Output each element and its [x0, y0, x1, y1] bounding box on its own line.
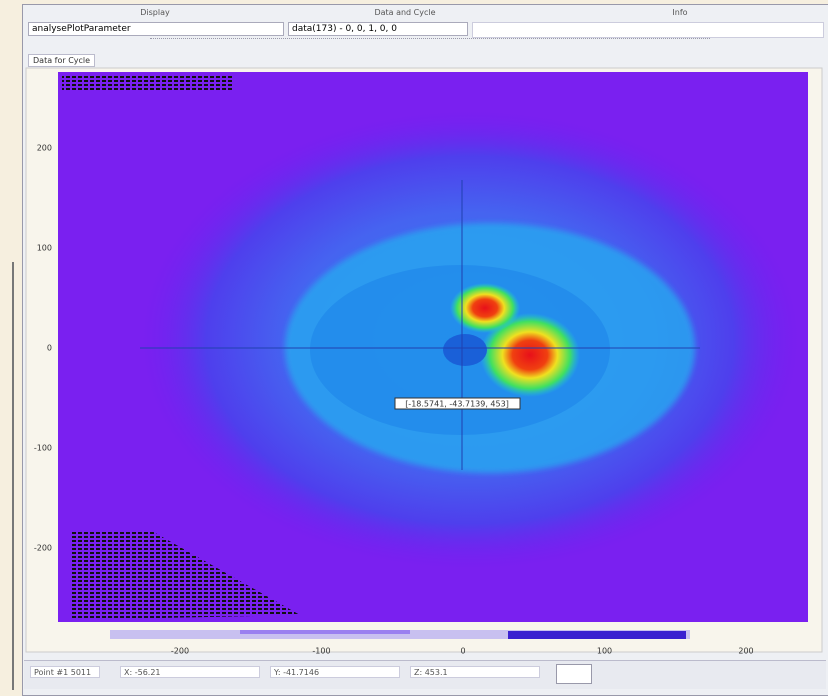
status-point: Point #1 5011 [30, 666, 100, 678]
data-field[interactable]: data(173) - 0, 0, 1, 0, 0 [288, 22, 468, 36]
x-tick-label: 200 [738, 647, 753, 656]
speckle [62, 74, 232, 92]
y-tick-label: -200 [34, 544, 52, 553]
x-tick-label: -100 [312, 647, 330, 656]
scroll-thumb[interactable] [240, 630, 410, 634]
info-line [150, 38, 710, 44]
y-tick-label: 200 [37, 144, 52, 153]
display-field[interactable]: analysePlotParameter [28, 22, 284, 36]
column-header: Data and Cycle [374, 8, 436, 17]
hot-spot [450, 283, 520, 333]
status-z: Z: 453.1 [410, 666, 540, 678]
y-tick-label: 100 [37, 244, 52, 253]
tab[interactable]: Data for Cycle [28, 54, 96, 67]
hot-spot [480, 313, 580, 397]
center-hole [443, 334, 487, 366]
y-tick-label: -100 [34, 444, 52, 453]
cursor-label: [-18.5741, -43.7139, 453] [405, 400, 509, 409]
status-x: X: -56.21 [120, 666, 260, 678]
y-tick-label: 0 [47, 344, 52, 353]
status-y: Y: -41.7146 [270, 666, 400, 678]
x-tick-label: -200 [171, 647, 189, 656]
x-tick-label: 0 [460, 647, 465, 656]
info-field [472, 22, 824, 38]
cursor-box [394, 397, 521, 410]
column-header: Display [140, 8, 170, 17]
x-tick-label: 100 [597, 647, 612, 656]
scrollbar[interactable] [110, 630, 690, 639]
column-header: Info [672, 8, 688, 17]
speckle [70, 530, 300, 620]
button[interactable] [556, 664, 592, 684]
scroll-thumb[interactable] [508, 631, 686, 639]
side-rule [12, 262, 14, 690]
